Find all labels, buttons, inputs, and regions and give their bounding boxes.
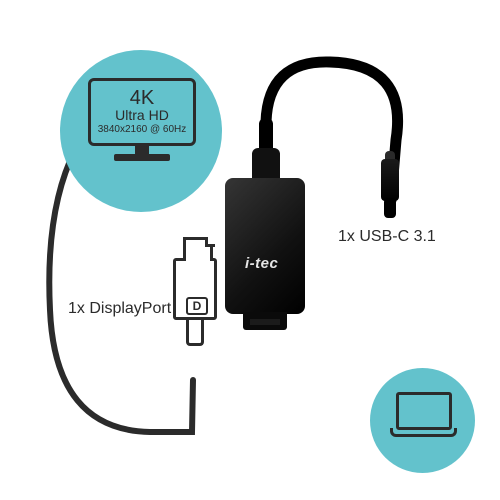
laptop-icon	[390, 392, 457, 446]
displayport-logo-icon: D	[186, 297, 208, 315]
adapter-brand-label: i-tec	[245, 255, 278, 272]
adapter-dp-port-slot	[250, 319, 280, 325]
label-displayport: 1x DisplayPort	[68, 300, 171, 318]
displayport-connector: D	[173, 258, 217, 350]
usbc-strain	[384, 198, 396, 218]
usbc-plug	[381, 159, 399, 201]
diagram-canvas: 4K Ultra HD 3840x2160 @ 60Hz i-tec D 1x …	[0, 0, 500, 500]
adapter-strain-relief	[252, 148, 280, 182]
label-usbc: 1x USB-C 3.1	[338, 228, 436, 246]
adapter-body	[225, 178, 305, 314]
